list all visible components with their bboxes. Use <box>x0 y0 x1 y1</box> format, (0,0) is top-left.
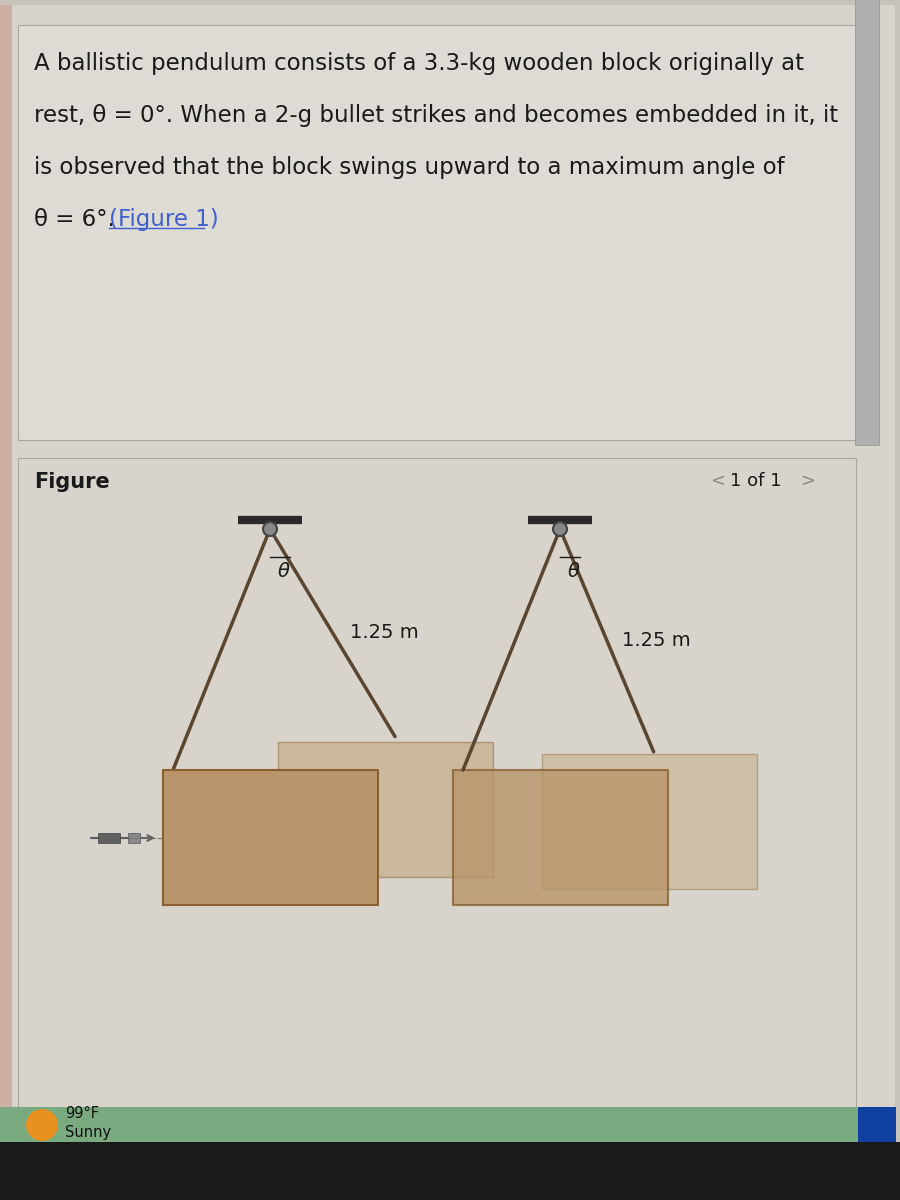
Bar <box>453 770 668 905</box>
Text: θ: θ <box>568 562 580 581</box>
Bar <box>278 742 493 876</box>
Text: 1.25 m: 1.25 m <box>622 631 690 650</box>
Bar <box>0 1142 900 1200</box>
Bar <box>163 770 378 905</box>
Bar <box>0 1106 860 1142</box>
Bar <box>18 25 856 440</box>
Bar <box>0 5 12 1140</box>
Text: (Figure 1): (Figure 1) <box>109 208 219 230</box>
Bar <box>858 1106 896 1142</box>
Text: θ: θ <box>278 562 290 581</box>
Text: 99°F: 99°F <box>65 1105 99 1121</box>
Text: rest, θ = 0°. When a 2-g bullet strikes and becomes embedded in it, it: rest, θ = 0°. When a 2-g bullet strikes … <box>34 104 838 127</box>
Bar <box>542 754 757 889</box>
Text: Sunny: Sunny <box>65 1126 111 1140</box>
Bar <box>855 0 879 445</box>
Circle shape <box>26 1109 58 1141</box>
Text: is observed that the block swings upward to a maximum angle of: is observed that the block swings upward… <box>34 156 785 179</box>
Text: 1.25 m: 1.25 m <box>350 623 419 642</box>
Bar <box>128 833 140 842</box>
Text: Figure: Figure <box>34 472 110 492</box>
Text: A ballistic pendulum consists of a 3.3-kg wooden block originally at: A ballistic pendulum consists of a 3.3-k… <box>34 52 804 74</box>
Text: θ = 6°.: θ = 6°. <box>34 208 122 230</box>
Bar <box>98 833 120 842</box>
Text: 1 of 1: 1 of 1 <box>730 472 781 490</box>
Bar <box>18 458 856 1138</box>
Text: <: < <box>710 472 725 490</box>
Text: >: > <box>800 472 815 490</box>
Circle shape <box>553 522 567 536</box>
Circle shape <box>263 522 277 536</box>
